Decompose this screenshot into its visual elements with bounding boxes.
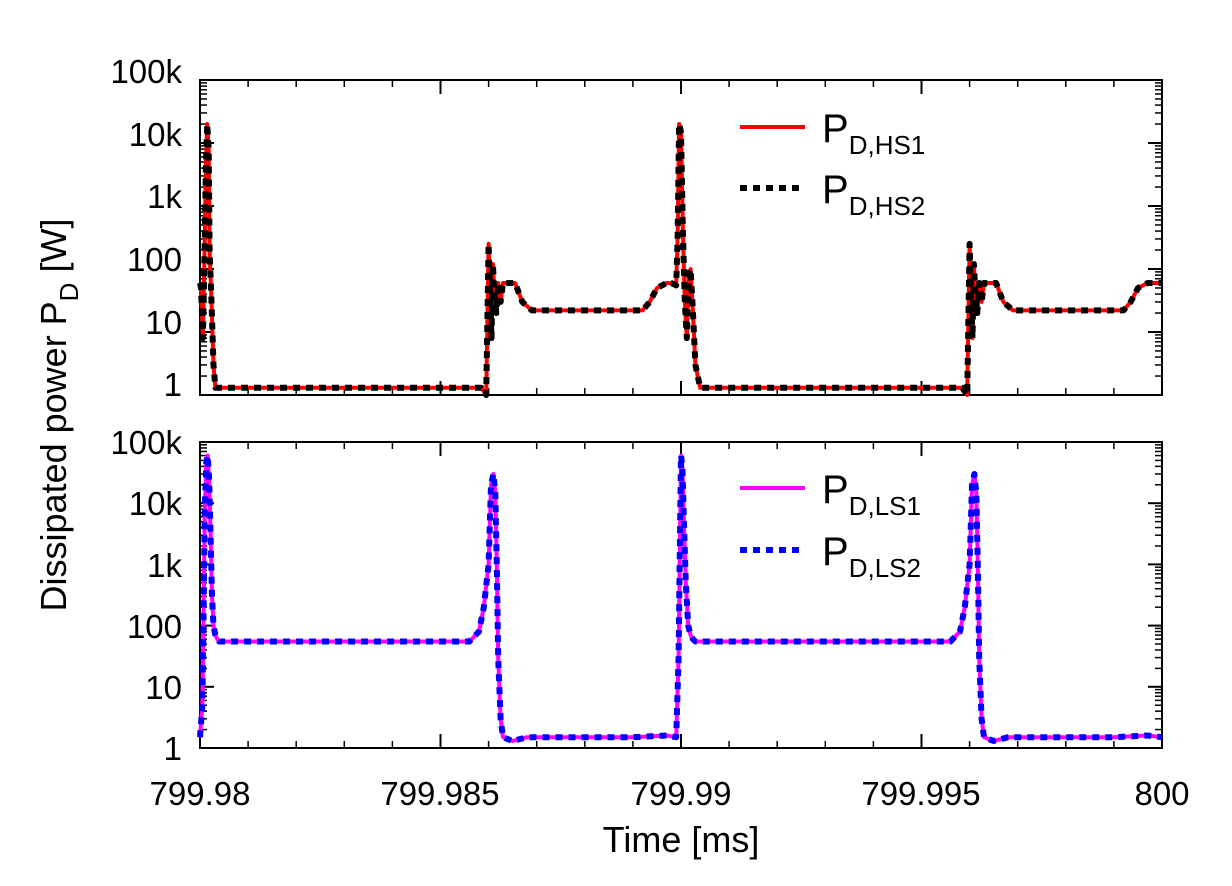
x-tick-labels: 799.98 799.985 799.99 799.995 800: [150, 775, 1190, 812]
xtick-label: 799.98: [150, 775, 251, 812]
top-ytick-label: 1: [164, 366, 182, 403]
x-axis-title: Time [ms]: [603, 819, 760, 860]
bottom-ytick-label: 100k: [110, 424, 182, 461]
series-line-p-d-hs2: [197, 121, 1162, 398]
legend-label-hs2-main: P: [822, 168, 849, 212]
series-line-p-d-ls2: [197, 452, 1163, 744]
legend-label-hs2: PD,HS2: [822, 168, 925, 221]
bottom-panel-series: [197, 452, 1163, 744]
legend-label-ls1: PD,LS1: [822, 468, 921, 521]
bottom-y-tick-labels: 1 10 100 1k 10k 100k: [110, 424, 182, 767]
bottom-ytick-label: 1k: [147, 547, 182, 584]
top-ytick-label: 100: [127, 241, 182, 278]
xtick-label: 799.985: [380, 775, 499, 812]
y-axis-title-main: Dissipated power P: [33, 301, 74, 611]
xtick-label: 799.995: [861, 775, 980, 812]
bottom-ytick-label: 10: [145, 669, 182, 706]
top-legend: PD,HS1 PD,HS2: [740, 107, 925, 221]
bottom-ytick-label: 10k: [129, 485, 183, 522]
legend-label-ls2-sub: D,LS2: [849, 553, 921, 583]
legend-label-hs2-sub: D,HS2: [849, 191, 926, 221]
legend-label-ls1-main: P: [822, 468, 849, 512]
top-ytick-label: 10k: [129, 116, 183, 153]
y-axis-title-sub: D: [54, 283, 84, 302]
bottom-legend: PD,LS1 PD,LS2: [740, 468, 921, 583]
legend-label-ls2-main: P: [822, 530, 849, 574]
legend-label-hs1-main: P: [822, 107, 849, 151]
bottom-ytick-label: 100: [127, 608, 182, 645]
y-axis-title: Dissipated power PD [W]: [33, 219, 84, 612]
xtick-label: 799.99: [631, 775, 732, 812]
xtick-label: 800: [1134, 775, 1189, 812]
top-ytick-label: 10: [145, 304, 182, 341]
top-ytick-label: 100k: [110, 53, 182, 90]
y-axis-title-unit: [W]: [33, 219, 74, 283]
legend-label-ls2: PD,LS2: [822, 530, 921, 583]
bottom-ytick-label: 1: [164, 730, 182, 767]
top-panel-series: [197, 121, 1162, 398]
top-y-tick-labels: 1 10 100 1k 10k 100k: [110, 53, 182, 403]
legend-label-ls1-sub: D,LS1: [849, 491, 921, 521]
legend-label-hs1: PD,HS1: [822, 107, 925, 160]
top-ytick-label: 1k: [147, 178, 182, 215]
legend-label-hs1-sub: D,HS1: [849, 130, 926, 160]
